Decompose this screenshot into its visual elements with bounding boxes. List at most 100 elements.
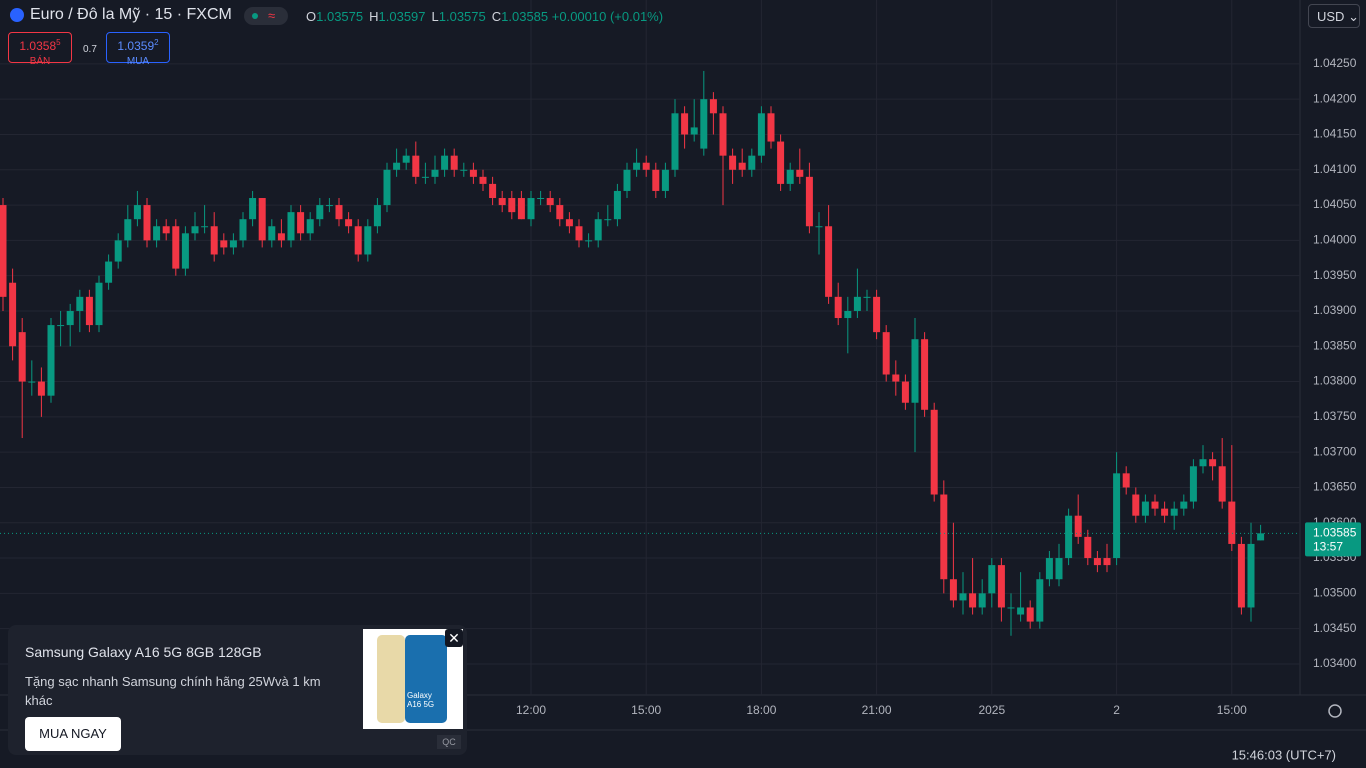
candle-body: [719, 113, 727, 156]
currency-button[interactable]: USD ⌄: [1308, 4, 1360, 28]
y-tick-label: 1.04050: [1313, 197, 1357, 211]
candle-body: [268, 226, 276, 241]
candle-body: [997, 565, 1005, 608]
candle-body: [277, 233, 285, 241]
candle-body: [114, 240, 122, 262]
candle-body: [57, 325, 65, 327]
candle-body: [556, 205, 564, 220]
y-tick-label: 1.03950: [1313, 268, 1357, 282]
candle-body: [988, 565, 996, 594]
candle-body: [901, 381, 909, 403]
ad-image-text: Galaxy A16 5G: [407, 691, 435, 709]
y-tick-label: 1.04000: [1313, 233, 1357, 247]
candle-body: [575, 226, 583, 241]
y-tick-label: 1.03800: [1313, 374, 1357, 388]
bid-pip: 5: [56, 38, 61, 47]
candle-body: [460, 169, 468, 171]
candle-body: [527, 198, 535, 220]
candle-body: [105, 261, 113, 283]
candle-body: [1113, 473, 1121, 559]
l-label: L: [431, 9, 439, 24]
candle-body: [172, 226, 180, 269]
buy-button[interactable]: 1.03592 MUA: [106, 32, 170, 67]
candle-body: [1074, 515, 1082, 537]
candle-body: [777, 141, 785, 184]
candle-body: [18, 332, 26, 382]
candle-body: [517, 198, 525, 220]
candle-body: [882, 332, 890, 375]
x-tick-label: 18:00: [746, 703, 776, 717]
y-tick-label: 1.03750: [1313, 409, 1357, 423]
candle-body: [757, 113, 765, 156]
candle-body: [1026, 607, 1034, 622]
c-label: C: [491, 9, 502, 24]
sell-button[interactable]: 1.03585 BÁN: [8, 32, 72, 67]
candle-body: [681, 113, 689, 135]
ad-close[interactable]: ✕: [445, 629, 463, 647]
candle-body: [959, 593, 967, 601]
candle-body: [66, 310, 74, 326]
candle-body: [1170, 508, 1178, 516]
x-tick-label: 12:00: [516, 703, 546, 717]
candle-body: [661, 169, 669, 191]
bid-price: 1.0358: [19, 39, 57, 53]
ad-tag: QC: [437, 735, 461, 749]
candle-body: [911, 339, 919, 403]
candle-body: [613, 190, 621, 220]
y-tick-label: 1.04100: [1313, 162, 1357, 176]
ad-title: Samsung Galaxy A16 5G 8GB 128GB: [25, 644, 262, 660]
ad-image: Galaxy A16 5G: [363, 629, 463, 729]
candle-body: [873, 296, 881, 333]
y-tick-label: 1.03500: [1313, 586, 1357, 600]
candle-body: [229, 240, 237, 248]
ad-button[interactable]: MUA NGAY: [25, 717, 121, 751]
candle-body: [508, 198, 516, 213]
candle-body: [383, 169, 391, 206]
candle-body: [0, 205, 7, 297]
candle-body: [825, 226, 833, 297]
candle-body: [431, 169, 439, 177]
candle-body: [921, 339, 929, 410]
candle-body: [393, 162, 401, 170]
candle-body: [37, 381, 45, 396]
status-pill: ≈: [244, 7, 288, 25]
candle-body: [469, 169, 477, 177]
candle-body: [709, 99, 717, 114]
x-tick-label: 2025: [978, 703, 1005, 717]
x-tick-label: 15:00: [1217, 703, 1247, 717]
candle-body: [671, 113, 679, 170]
candle-body: [316, 205, 324, 220]
candle-body: [258, 198, 266, 241]
price-label-box: [1305, 522, 1361, 557]
candle-body: [1151, 501, 1159, 509]
candle-body: [306, 219, 314, 234]
candle-body: [1122, 473, 1130, 488]
settings-icon[interactable]: [1328, 704, 1342, 718]
candle-body: [412, 155, 420, 177]
candle-body: [1007, 607, 1015, 609]
candle-body: [210, 226, 218, 255]
y-tick-label: 1.03700: [1313, 444, 1357, 458]
candle-body: [1161, 508, 1169, 516]
candle-body: [191, 226, 199, 234]
candle-body: [1209, 459, 1217, 467]
candle-body: [594, 219, 602, 241]
candle-body: [844, 310, 852, 319]
candle-body: [1132, 494, 1140, 516]
y-tick-label: 1.03450: [1313, 621, 1357, 635]
candle-body: [76, 296, 84, 311]
candle-body: [1180, 501, 1188, 509]
symbol-icon: [10, 8, 24, 22]
candle-body: [220, 240, 228, 248]
candle-body: [489, 183, 497, 199]
candle-body: [345, 219, 353, 227]
currency: USD: [1317, 9, 1345, 24]
candle-body: [1065, 515, 1073, 559]
y-tick-label: 1.04250: [1313, 56, 1357, 70]
candle-body: [124, 219, 132, 241]
symbol-title: Euro / Đô la Mỹ · 15 · FXCM: [30, 6, 232, 23]
h-label: H: [369, 9, 379, 24]
candle-body: [1199, 459, 1207, 467]
candle-body: [201, 226, 209, 228]
